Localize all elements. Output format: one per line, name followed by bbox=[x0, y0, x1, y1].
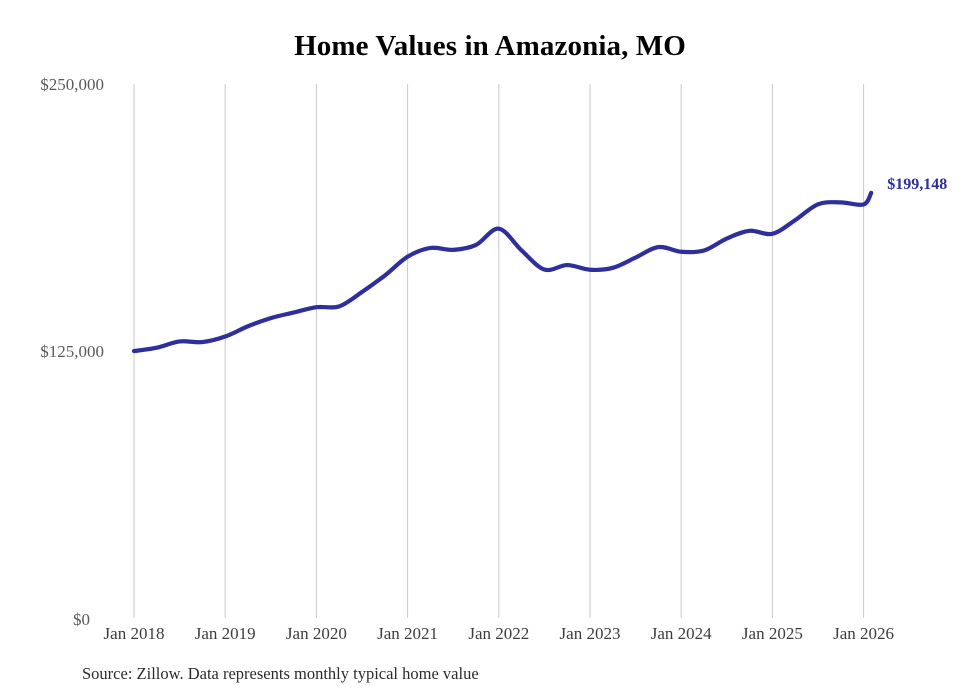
chart-title: Home Values in Amazonia, MO bbox=[294, 30, 686, 62]
x-axis-tick-jan-2020: Jan 2020 bbox=[285, 624, 347, 643]
y-axis-tick-0: $0 bbox=[73, 610, 90, 629]
y-axis-tick-125000: $125,000 bbox=[40, 342, 104, 361]
series-line-typical-home-value bbox=[131, 190, 874, 354]
y-axis-tick-250000: $250,000 bbox=[40, 75, 104, 94]
x-axis-tick-jan-2024: Jan 2024 bbox=[650, 624, 712, 643]
x-axis-tick-jan-2021: Jan 2021 bbox=[377, 624, 439, 643]
x-axis-tick-jan-2019: Jan 2019 bbox=[194, 624, 256, 643]
endpoint-value-label: $199,148 bbox=[887, 175, 948, 193]
x-axis-tick-jan-2018: Jan 2018 bbox=[103, 624, 165, 643]
x-axis-tick-jan-2023: Jan 2023 bbox=[559, 624, 621, 643]
x-axis-tick-jan-2026: Jan 2026 bbox=[833, 624, 895, 643]
source-note: Source: Zillow. Data represents monthly … bbox=[82, 664, 479, 683]
gridlines bbox=[133, 84, 865, 618]
x-axis-tick-jan-2025: Jan 2025 bbox=[741, 624, 803, 643]
x-axis-tick-jan-2022: Jan 2022 bbox=[468, 624, 530, 643]
